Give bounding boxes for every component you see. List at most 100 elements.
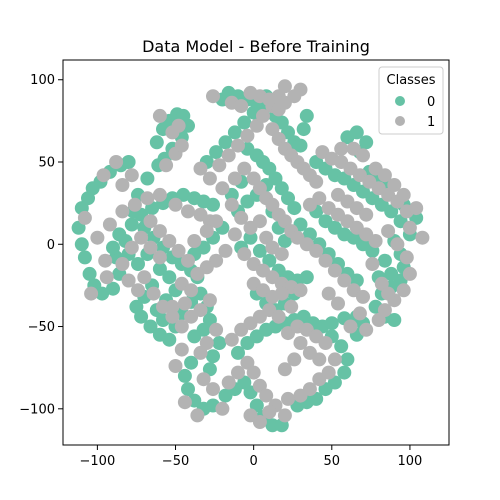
data-point-class-1: [174, 319, 189, 334]
data-point-class-1: [293, 388, 308, 403]
data-point-class-0: [334, 339, 349, 354]
data-point-class-1: [402, 220, 417, 235]
x-axis: −100 −50 0 50 100: [80, 445, 423, 469]
data-point-class-0: [384, 266, 399, 281]
data-point-class-1: [390, 237, 405, 252]
data-point-class-1: [309, 243, 324, 258]
data-point-class-1: [102, 217, 117, 232]
legend-box: [378, 66, 444, 135]
data-point-class-1: [356, 148, 370, 163]
data-point-class-0: [181, 382, 195, 397]
data-point-class-0: [252, 243, 267, 258]
data-point-class-0: [106, 281, 120, 296]
data-point-class-1: [168, 359, 183, 373]
data-point-class-0: [82, 266, 97, 281]
x-tick-label: 50: [324, 454, 341, 469]
data-point-class-1: [134, 230, 149, 245]
data-point-class-1: [96, 168, 111, 183]
data-point-class-1: [184, 283, 199, 298]
data-point-class-1: [181, 253, 195, 268]
data-point-class-1: [84, 286, 99, 301]
data-point-class-1: [318, 253, 333, 268]
y-tick-label: 100: [30, 73, 55, 88]
legend-title: Classes: [387, 73, 436, 88]
data-point-class-0: [231, 345, 245, 360]
data-point-class-1: [77, 210, 92, 225]
data-point-class-1: [309, 174, 324, 189]
data-point-class-0: [209, 145, 224, 160]
data-point-class-1: [199, 224, 214, 239]
data-point-class-0: [162, 270, 177, 285]
data-point-class-0: [206, 197, 220, 212]
data-point-class-1: [115, 257, 130, 271]
data-point-class-1: [252, 415, 267, 429]
x-tick-label: 100: [398, 454, 423, 469]
data-point-class-1: [334, 141, 349, 156]
data-point-class-0: [218, 135, 233, 150]
data-point-class-0: [140, 171, 155, 186]
data-point-class-1: [337, 273, 352, 288]
data-point-class-1: [152, 224, 167, 239]
data-point-class-1: [396, 283, 411, 298]
x-tick-label: −100: [80, 454, 116, 469]
data-point-class-1: [140, 191, 155, 206]
data-point-class-1: [190, 408, 205, 423]
data-point-class-1: [143, 214, 158, 229]
data-point-class-1: [124, 168, 139, 183]
data-point-class-0: [299, 108, 314, 123]
data-point-class-1: [377, 168, 392, 183]
y-tick-label: 0: [47, 238, 55, 253]
data-point-class-1: [402, 266, 417, 281]
data-point-class-1: [227, 227, 242, 242]
data-point-class-1: [190, 266, 205, 281]
data-point-class-1: [206, 382, 220, 397]
data-point-class-1: [246, 365, 261, 380]
data-point-class-1: [224, 197, 239, 212]
data-point-class-0: [124, 217, 139, 232]
data-point-class-1: [221, 375, 236, 390]
data-point-class-1: [274, 247, 289, 262]
data-point-class-1: [193, 303, 208, 318]
data-point-class-1: [318, 336, 333, 350]
data-point-class-1: [287, 352, 302, 367]
data-point-class-1: [165, 299, 180, 314]
data-point-class-1: [281, 391, 295, 406]
data-point-class-1: [240, 128, 255, 143]
data-point-class-1: [256, 108, 270, 123]
data-point-class-1: [343, 319, 358, 334]
data-point-class-1: [221, 148, 236, 163]
data-point-class-0: [337, 365, 352, 380]
data-point-class-1: [168, 197, 183, 212]
data-point-class-1: [365, 257, 380, 271]
data-point-class-1: [177, 296, 192, 311]
data-point-class-0: [237, 115, 252, 130]
data-point-class-1: [371, 313, 386, 327]
data-point-class-0: [177, 368, 192, 383]
data-point-class-1: [127, 197, 142, 212]
data-point-class-1: [165, 309, 180, 324]
data-point-class-0: [227, 125, 242, 140]
data-point-class-1: [162, 234, 177, 248]
data-point-class-1: [152, 187, 167, 202]
data-point-class-1: [218, 243, 233, 258]
data-point-class-1: [237, 161, 252, 176]
data-point-class-0: [112, 227, 127, 242]
data-point-class-0: [121, 155, 136, 169]
data-point-class-1: [193, 345, 208, 360]
data-point-class-1: [234, 210, 249, 225]
data-point-class-1: [231, 138, 245, 153]
data-point-class-1: [312, 372, 327, 387]
data-point-class-1: [121, 273, 136, 288]
data-point-class-1: [109, 155, 124, 169]
data-point-class-1: [312, 352, 327, 367]
data-point-class-0: [162, 332, 177, 347]
data-point-class-1: [171, 118, 186, 133]
data-point-class-0: [340, 352, 355, 367]
data-point-class-0: [299, 270, 314, 285]
data-point-class-1: [174, 138, 189, 153]
data-point-class-1: [277, 408, 292, 423]
data-point-class-1: [274, 286, 289, 301]
data-point-class-1: [262, 92, 277, 107]
